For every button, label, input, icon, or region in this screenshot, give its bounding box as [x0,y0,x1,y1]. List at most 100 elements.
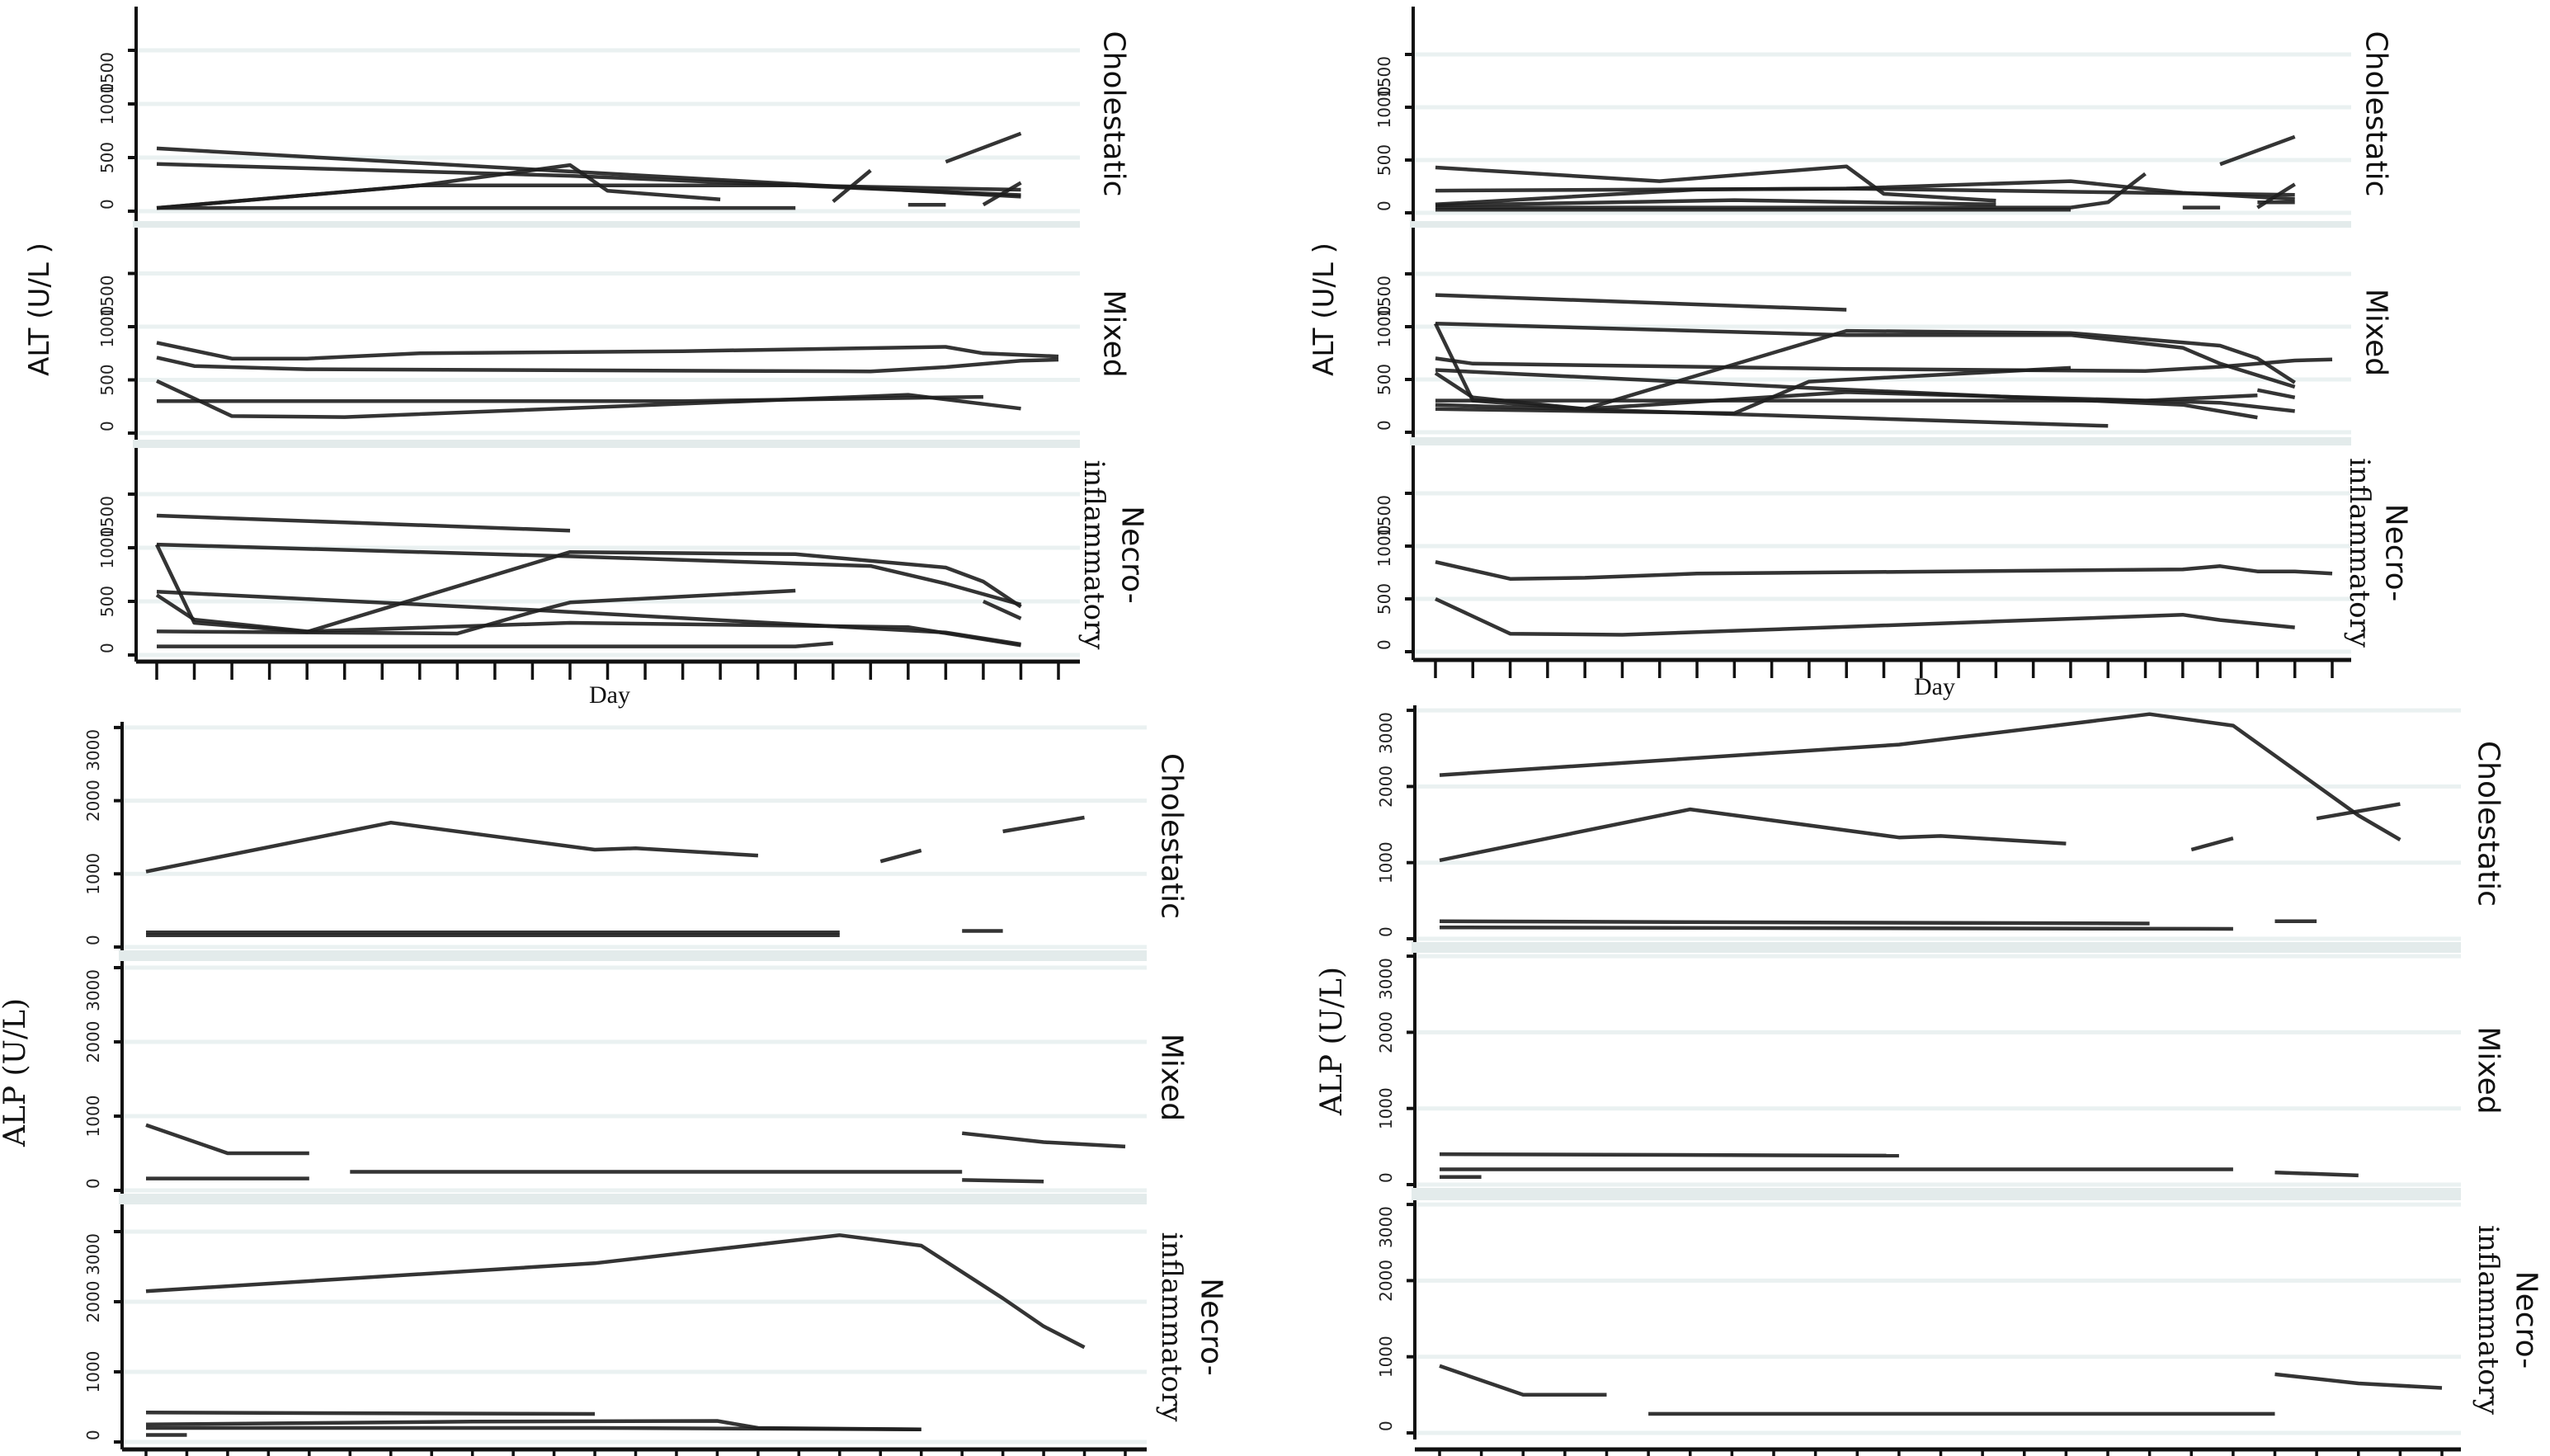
series-line [2274,1170,2359,1178]
y-tick-label: 1000 [1376,1087,1396,1129]
facet-strip-label: Cholestatic [1155,753,1189,919]
y-axis-label: ALP (U/L) [1315,967,1349,1116]
y-tick-label: 500 [97,586,117,617]
y-tick-label: 1000 [1376,1336,1396,1378]
facet-strip-label: Cholestatic [2472,741,2505,907]
series-line [962,1178,1044,1184]
series-line [1435,403,2109,428]
facet-separator [119,1194,1147,1204]
series-line [145,1419,921,1431]
y-tick-label: 0 [83,1430,103,1440]
series-line [1435,393,2258,403]
y-tick-label: 1500 [1374,495,1394,537]
series-line [1439,807,2067,863]
series-line [1439,1152,1899,1158]
series-line [982,599,1022,620]
facet-strip-label: inflammatory [2343,458,2376,648]
y-axis-label: ALT (U/L ) [23,243,56,376]
y-tick-label: 0 [1374,639,1394,650]
series-line [1435,186,2295,207]
y-tick-label: 1000 [83,853,103,895]
facet-strip-label: inflammatory [1155,1232,1188,1422]
y-tick-label: 2000 [1376,1011,1396,1053]
y-axis-label: ALT (U/L ) [1308,243,1341,376]
series-line [145,820,759,874]
series-line [156,341,1059,360]
series-line [832,168,872,204]
series-line [156,542,1022,607]
series-line [156,183,1021,210]
series-line [1439,925,2233,931]
series-line [2256,388,2296,400]
series-line [1435,198,1996,208]
series-line [1439,919,2150,926]
series-line [156,588,796,636]
y-tick-label: 1000 [1374,525,1394,568]
y-tick-label: 2000 [1376,766,1396,808]
y-tick-label: 0 [97,421,117,431]
series-line [1439,1364,1607,1397]
y-tick-label: 500 [97,142,117,173]
facet-strip-label: Mixed [1155,1034,1189,1121]
facet-strip-label: Necro- [1195,1278,1228,1376]
facet-separator [1412,942,2461,953]
y-tick-label: 1000 [97,527,117,569]
y-axis-label: ALP (U/L) [0,998,32,1147]
facet-separator [133,440,1080,448]
series-line [156,379,1021,419]
y-tick-label: 500 [97,364,117,395]
series-line [156,513,571,533]
series-line [1435,293,1847,312]
y-tick-label: 1500 [97,496,117,538]
facet-separator [1410,437,2351,445]
y-tick-label: 1500 [1374,56,1394,98]
facet-separator [1412,1188,2461,1200]
series-line [879,848,922,864]
series-line [145,1123,309,1156]
facet-strip-label: Cholestatic [1097,31,1131,197]
y-tick-label: 500 [1374,364,1394,395]
series-line [1435,172,2147,210]
series-line [982,181,1022,207]
facet-strip-label: Mixed [2359,289,2393,376]
series-line [2219,134,2296,167]
series-line [145,1411,596,1416]
series-line [961,1131,1126,1149]
y-tick-label: 1500 [97,52,117,94]
y-tick-label: 3000 [1376,958,1396,1000]
series-line [2274,1372,2443,1390]
y-tick-label: 1000 [83,1096,103,1138]
series-line [145,1233,1086,1350]
series-line [1435,356,2333,374]
y-tick-label: 0 [97,643,117,653]
series-line [1002,815,1085,834]
facet-strip-label: Necro- [2510,1271,2543,1369]
series-line [1435,560,2333,581]
y-tick-label: 1000 [1374,87,1394,129]
series-line [1435,164,1996,203]
series-line [156,590,1021,647]
facet-cholestatic: 0 1000 2000 3000 Cholestatic [1376,705,2505,953]
panel-bottom-left: 0 1000 2000 3000 Cholestatic 0 1000 2000 3000 Mix… [0,722,1228,1456]
y-tick-label: 0 [1374,420,1394,431]
y-tick-label: 0 [83,935,103,945]
facet-necroinflammatory: 0 1000 2000 3000 Necro-inflammatory [83,1204,1228,1449]
series-line [1439,712,2402,841]
y-tick-label: 1000 [83,1351,103,1393]
series-line [157,394,983,403]
y-tick-label: 0 [97,199,117,210]
panel-bottom-right: 0 1000 2000 3000 Cholestatic 0 1000 2000 3000 Mix… [1315,705,2543,1456]
series-line [154,544,1022,634]
series-line [2190,836,2234,852]
y-tick-label: 500 [1374,583,1394,615]
series-line [157,641,833,648]
